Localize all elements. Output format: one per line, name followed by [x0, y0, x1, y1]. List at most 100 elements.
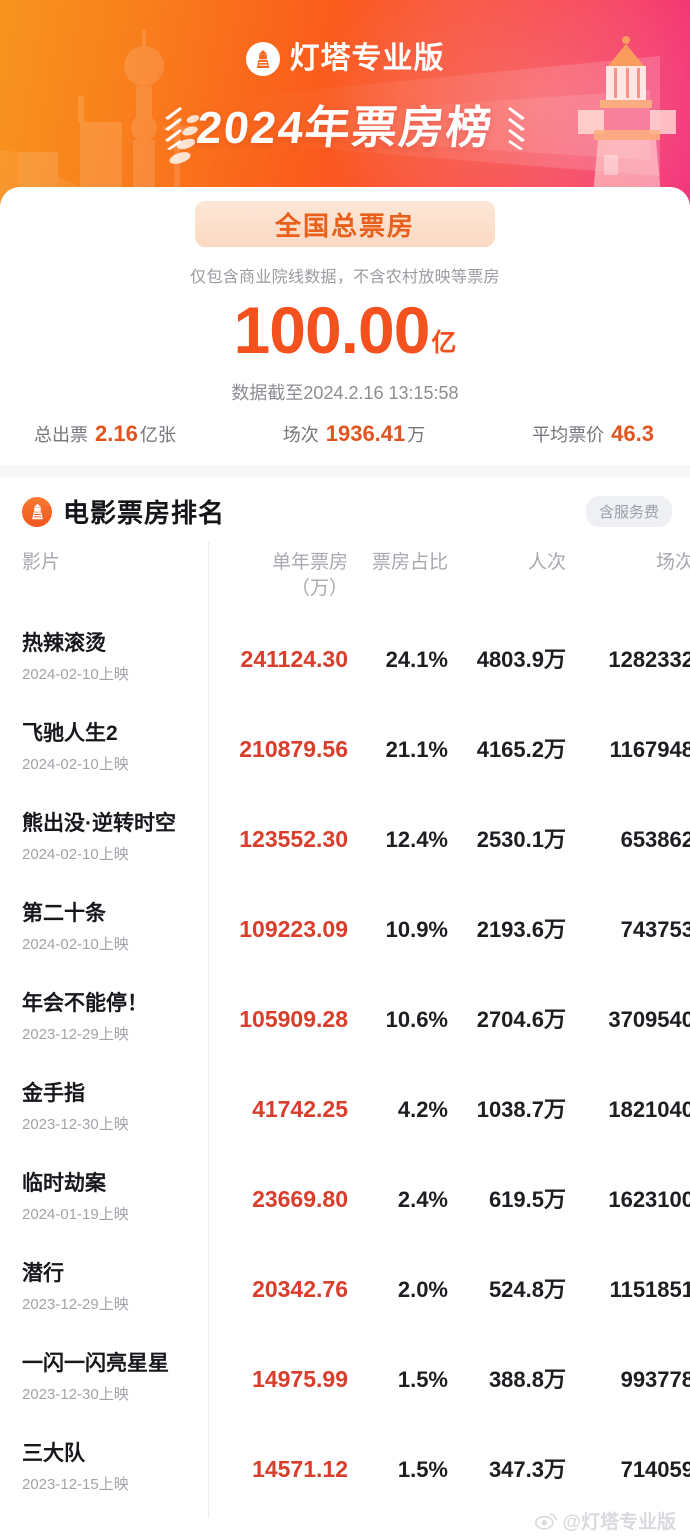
film-audience: 2530.1万 [476, 827, 566, 852]
table-row[interactable]: 临时劫案 2024-01-19上映 23669.80 2.4% 619.5万 162310… [0, 1158, 690, 1248]
table-row[interactable]: 一闪一闪亮星星 2023-12-30上映 14975.99 1.5% 388.8万 993… [0, 1338, 690, 1428]
film-audience: 388.8万 [488, 1367, 566, 1392]
film-name: 熊出没·逆转时空 [22, 812, 176, 835]
film-cell[interactable]: 潜行 2023-12-29上映 [22, 1248, 208, 1314]
film-share: 4.2% [397, 1097, 448, 1122]
table-row[interactable]: 金手指 2023-12-30上映 41742.25 4.2% 1038.7万 182104… [0, 1068, 690, 1158]
table-header-row: 影片 单年票房 （万） 票房占比 人次 场次 [0, 542, 690, 618]
section-divider [0, 465, 690, 477]
film-share: 24.1% [385, 647, 448, 672]
film-box-office: 241124.30 [240, 646, 348, 672]
ranking-title: 电影票房排名 [63, 498, 226, 528]
table-row[interactable]: 热辣滚烫 2024-02-10上映 241124.30 24.1% 4803.9万 128… [0, 618, 690, 708]
film-name: 潜行 [22, 1262, 64, 1285]
film-share: 2.4% [397, 1187, 448, 1212]
film-share: 1.5% [397, 1457, 448, 1482]
page-title: 2024年票房榜 [194, 101, 496, 153]
film-audience: 4803.9万 [476, 647, 566, 672]
film-name: 金手指 [22, 1082, 85, 1105]
total-box-office-badge: 全国总票房 [195, 201, 495, 247]
stat-sessions-suffix: 万 [407, 425, 426, 445]
film-name: 一闪一闪亮星星 [22, 1352, 169, 1375]
film-sessions: 3709540 [608, 1007, 690, 1032]
stat-sessions-label: 场次 [282, 425, 319, 445]
hero-title-wrap: 2024年票房榜 [0, 101, 690, 153]
film-name: 年会不能停！ [22, 992, 148, 1015]
film-name: 热辣滚烫 [22, 632, 106, 655]
film-share: 1.5% [397, 1367, 448, 1392]
film-cell[interactable]: 熊出没·逆转时空 2024-02-10上映 [22, 798, 208, 864]
table-row[interactable]: 潜行 2023-12-29上映 20342.76 2.0% 524.8万 1151851 [0, 1248, 690, 1338]
film-cell[interactable]: 临时劫案 2024-01-19上映 [22, 1158, 208, 1224]
film-cell[interactable]: 金手指 2023-12-30上映 [22, 1068, 208, 1134]
stat-tickets-suffix: 亿张 [139, 425, 176, 445]
data-timestamp: 数据截至2024.2.16 13:15:58 [231, 383, 459, 403]
column-header-share: 票房占比 [371, 552, 448, 573]
total-box-office-label: 全国总票房 [274, 210, 415, 241]
table-row[interactable]: 年会不能停！ 2023-12-29上映 105909.28 10.6% 2704.6万 3… [0, 978, 690, 1068]
table-row[interactable]: 三大队 2023-12-15上映 14571.12 1.5% 347.3万 714059 [0, 1428, 690, 1518]
total-box-office-unit: 亿 [431, 329, 457, 357]
weibo-icon [535, 1512, 558, 1530]
film-release-date: 2023-12-29上映 [22, 1296, 129, 1314]
film-release-date: 2023-12-15上映 [22, 1476, 129, 1494]
film-cell[interactable]: 热辣滚烫 2024-02-10上映 [22, 618, 208, 684]
film-box-office: 123552.30 [239, 826, 348, 852]
summary-note: 仅包含商业院线数据，不含农村放映等票房 [190, 269, 500, 286]
film-box-office: 41742.25 [252, 1096, 348, 1122]
table-body: 热辣滚烫 2024-02-10上映 241124.30 24.1% 4803.9万 128… [0, 618, 690, 1518]
stat-tickets: 总出票 2.16 亿张 [34, 421, 176, 447]
column-header-box-office: 单年票房 （万） [208, 548, 348, 601]
film-release-date: 2024-01-19上映 [22, 1206, 129, 1224]
table-row[interactable]: 飞驰人生2 2024-02-10上映 210879.56 21.1% 4165.2万 11… [0, 708, 690, 798]
watermark-text: @灯塔专业版 [562, 1512, 676, 1533]
total-box-office-value-wrap: 100.00 亿 [0, 297, 690, 363]
film-cell[interactable]: 一闪一闪亮星星 2023-12-30上映 [22, 1338, 208, 1404]
column-header-audience: 人次 [527, 552, 566, 573]
film-audience: 1038.7万 [476, 1097, 566, 1122]
film-sessions: 1623100 [608, 1187, 690, 1212]
film-box-office: 20342.76 [252, 1276, 348, 1302]
film-box-office: 210879.56 [239, 736, 348, 762]
service-fee-badge: 含服务费 [585, 496, 672, 527]
brand-name: 灯塔专业版 [289, 42, 445, 75]
film-audience: 347.3万 [488, 1457, 566, 1482]
stat-tickets-label: 总出票 [34, 425, 88, 445]
film-share: 21.1% [385, 737, 448, 762]
column-header-sessions: 场次 [655, 552, 690, 573]
film-sessions: 1821040 [608, 1097, 690, 1122]
film-release-date: 2023-12-30上映 [22, 1116, 129, 1134]
column-header-box-office-main: 单年票房 [271, 552, 348, 573]
summary-stats: 总出票 2.16 亿张 场次 1936.41 万 平均票价 46.3 [0, 421, 690, 465]
film-sessions: 1151851 [609, 1277, 690, 1302]
column-header-film: 影片 [22, 552, 61, 573]
lighthouse-illustration [578, 36, 676, 205]
stat-avg-price: 平均票价 46.3 [532, 421, 656, 447]
table-row[interactable]: 熊出没·逆转时空 2024-02-10上映 123552.30 12.4% 2530.1… [0, 798, 690, 888]
film-release-date: 2024-02-10上映 [22, 936, 129, 954]
lighthouse-icon [245, 42, 280, 76]
total-box-office-value: 100.00 [233, 293, 431, 367]
film-box-office: 14571.12 [252, 1456, 348, 1482]
film-sessions: 1282332 [608, 647, 690, 672]
film-audience: 524.8万 [488, 1277, 566, 1302]
film-release-date: 2024-02-10上映 [22, 756, 129, 774]
film-share: 10.6% [385, 1007, 448, 1032]
film-audience: 2193.6万 [476, 917, 566, 942]
stat-sessions: 场次 1936.41 万 [283, 421, 426, 447]
ranking-table: 影片 单年票房 （万） 票房占比 人次 场次 热辣滚烫 2024-02-10上映 2… [0, 542, 690, 1518]
film-cell[interactable]: 第二十条 2024-02-10上映 [22, 888, 208, 954]
stat-sessions-value: 1936.41 [325, 421, 406, 446]
film-share: 2.0% [397, 1277, 448, 1302]
film-share: 10.9% [385, 917, 448, 942]
film-sessions: 653862 [620, 827, 690, 852]
film-cell[interactable]: 三大队 2023-12-15上映 [22, 1428, 208, 1494]
film-release-date: 2024-02-10上映 [22, 666, 129, 684]
watermark: @灯塔专业版 [535, 1507, 676, 1534]
film-name: 三大队 [22, 1442, 85, 1465]
table-row[interactable]: 第二十条 2024-02-10上映 109223.09 10.9% 2193.6万 743… [0, 888, 690, 978]
film-release-date: 2023-12-30上映 [22, 1386, 129, 1404]
hero-banner: 灯塔专业版 2024年票房榜 [0, 0, 690, 205]
film-cell[interactable]: 年会不能停！ 2023-12-29上映 [22, 978, 208, 1044]
film-cell[interactable]: 飞驰人生2 2024-02-10上映 [22, 708, 208, 774]
